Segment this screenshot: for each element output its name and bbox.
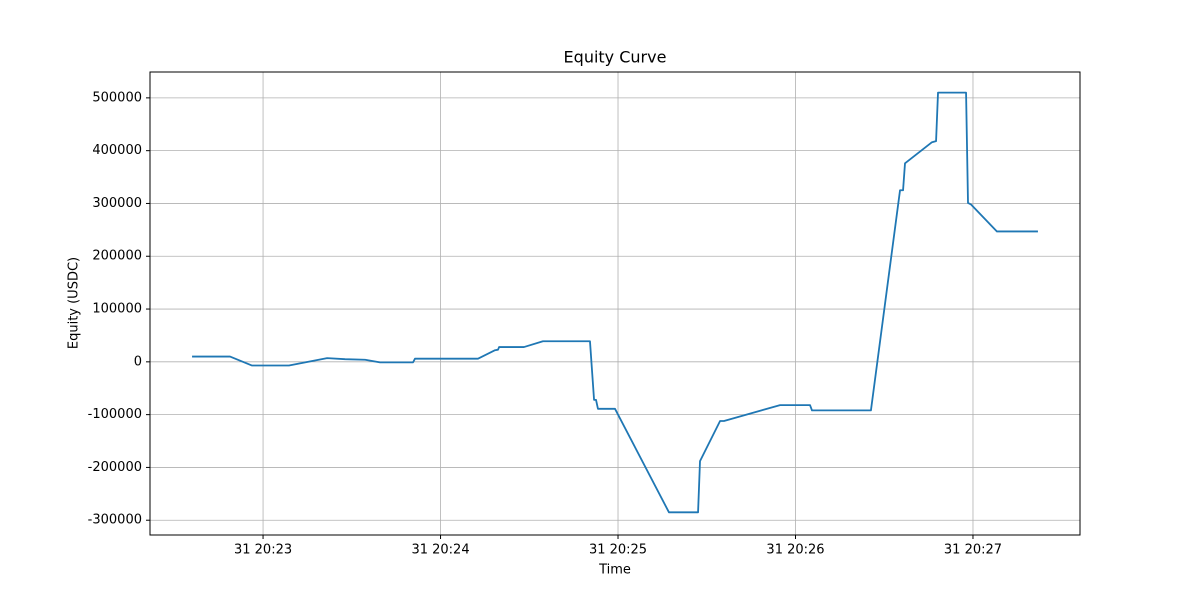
- axes-frame: [149, 71, 1081, 536]
- y-axis-label: Equity (USDC): [67, 257, 82, 349]
- x-tick-label: 31 20:23: [234, 543, 292, 558]
- grid: [150, 72, 1080, 535]
- x-tick-label: 31 20:26: [766, 543, 824, 558]
- y-tick-label: -100000: [88, 407, 142, 422]
- y-tick-label: 300000: [92, 196, 142, 211]
- chart-title: Equity Curve: [564, 48, 667, 67]
- y-tick-label: -300000: [88, 513, 142, 528]
- equity-line: [192, 91, 1038, 514]
- plot-area: [192, 91, 1038, 514]
- x-tick-label: 31 20:24: [411, 543, 469, 558]
- x-tick-label: 31 20:25: [589, 543, 647, 558]
- y-tick-label: 100000: [92, 302, 142, 317]
- y-tick-label: 200000: [92, 249, 142, 264]
- x-tick-label: 31 20:27: [944, 543, 1002, 558]
- y-tick-label: -200000: [88, 460, 142, 475]
- x-axis-label: Time: [598, 563, 631, 578]
- y-tick-label: 400000: [92, 143, 142, 158]
- y-tick-label: 500000: [92, 90, 142, 105]
- y-tick-label: 0: [134, 354, 142, 369]
